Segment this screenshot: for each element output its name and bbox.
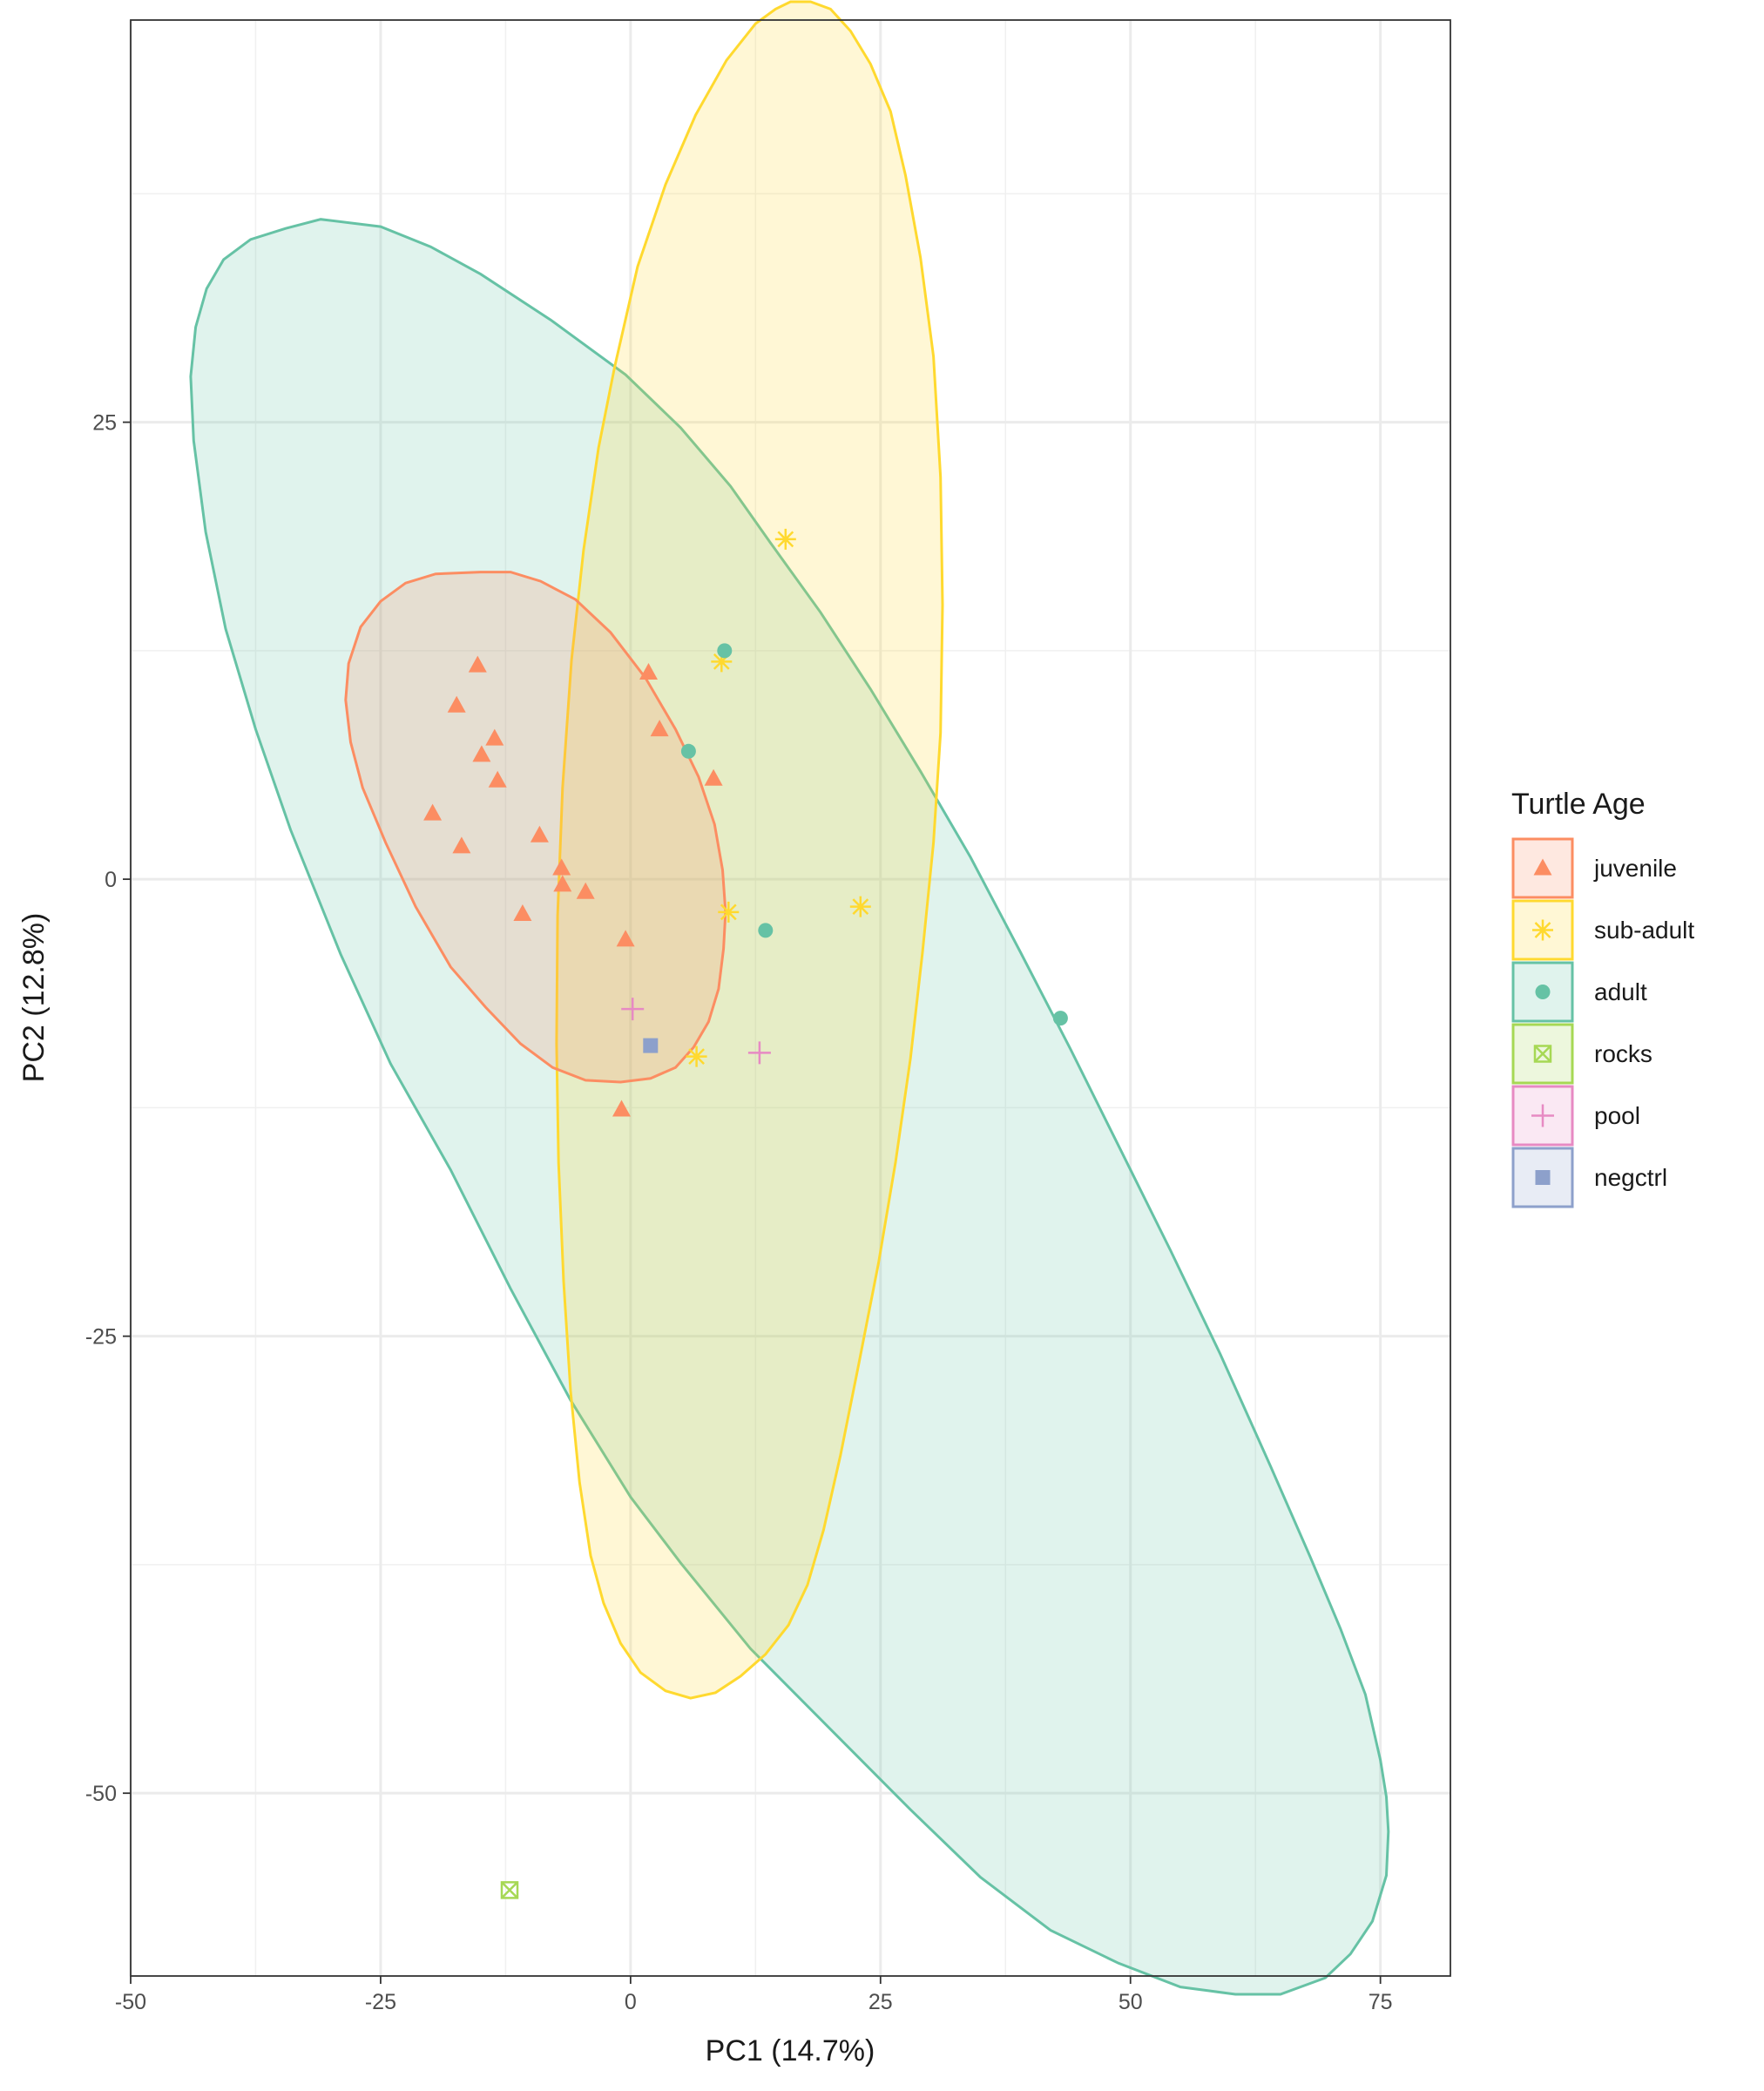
legend-item-pool: pool [1511, 1085, 1640, 1147]
point-juvenile [447, 695, 466, 713]
ellipse-juvenile [344, 571, 727, 1084]
x-tick-label: 75 [1369, 1990, 1393, 2014]
x-axis-title: PC1 (14.7%) [706, 2034, 875, 2067]
legend-title: Turtle Age [1511, 788, 1646, 821]
point-negctrl [643, 1038, 659, 1053]
ellipse-adult [189, 218, 1390, 1996]
plot-border [130, 19, 1451, 1977]
y-axis-title: PC2 (12.8%) [17, 913, 51, 1083]
point-sub-adult [849, 896, 871, 917]
grid-minor [131, 20, 1450, 1976]
point-juvenile [576, 882, 595, 899]
x-tick-label: 50 [1119, 1990, 1143, 2014]
legend-marker-adult [1535, 985, 1551, 999]
y-tick-label: 25 [92, 411, 117, 436]
point-adult [1052, 1011, 1068, 1026]
point-sub-adult [686, 1046, 707, 1067]
x-tick-label: 25 [868, 1990, 893, 2014]
point-sub-adult [774, 528, 796, 550]
legend-label: sub-adult [1594, 917, 1694, 944]
point-juvenile [616, 930, 635, 947]
legend-item-negctrl: negctrl [1511, 1147, 1667, 1208]
point-juvenile [704, 768, 723, 786]
legend-label: rocks [1594, 1040, 1652, 1067]
y-tick-label: 0 [105, 868, 117, 892]
legend: Turtle Age juvenile sub-adult adult rocks po… [1511, 788, 1694, 1208]
plot-panel [131, 20, 1450, 1976]
y-tick-label: -25 [85, 1325, 117, 1350]
grid-major [129, 20, 1450, 1976]
point-juvenile [513, 904, 532, 921]
point-pool [747, 1041, 771, 1065]
point-juvenile [639, 663, 658, 680]
point-juvenile [553, 875, 572, 892]
data-points [423, 528, 1068, 1899]
legend-item-juvenile: juvenile [1511, 837, 1677, 899]
point-juvenile [650, 720, 669, 737]
legend-label: juvenile [1593, 855, 1677, 882]
point-pool [621, 998, 645, 1021]
legend-item-adult: adult [1511, 961, 1647, 1023]
legend-label: negctrl [1594, 1164, 1667, 1191]
point-juvenile [552, 858, 571, 876]
legend-item-sub-adult: sub-adult [1511, 899, 1694, 961]
legend-item-rocks: rocks [1511, 1023, 1652, 1085]
confidence-ellipses [189, 0, 1390, 1996]
y-axis-ticks: -50 -25 0 25 [85, 411, 131, 1806]
legend-label: pool [1594, 1102, 1640, 1129]
point-sub-adult [718, 901, 740, 923]
point-rocks [500, 1881, 519, 1899]
point-adult [717, 643, 733, 659]
x-tick-label: 0 [625, 1990, 637, 2014]
legend-marker-juvenile [1533, 858, 1552, 876]
point-juvenile [452, 836, 471, 854]
x-axis-ticks: -50 -25 0 25 50 75 [115, 1976, 1393, 2014]
point-adult [680, 743, 696, 759]
point-juvenile [468, 655, 487, 673]
point-juvenile [423, 803, 443, 821]
point-juvenile [485, 728, 504, 746]
legend-marker-rocks [1533, 1045, 1552, 1063]
y-tick-label: -50 [85, 1782, 117, 1806]
point-juvenile [472, 745, 491, 762]
point-juvenile [612, 1100, 631, 1117]
point-juvenile [530, 825, 549, 842]
point-adult [758, 923, 774, 938]
point-juvenile [488, 770, 507, 788]
legend-marker-negctrl [1535, 1170, 1551, 1185]
point-sub-adult [711, 651, 733, 673]
x-tick-label: -25 [365, 1990, 396, 2014]
legend-label: adult [1594, 978, 1647, 1005]
legend-marker-pool [1531, 1104, 1554, 1127]
x-tick-label: -50 [115, 1990, 146, 2014]
legend-marker-sub-adult [1532, 919, 1553, 941]
ellipse-sub-adult [555, 0, 944, 1700]
